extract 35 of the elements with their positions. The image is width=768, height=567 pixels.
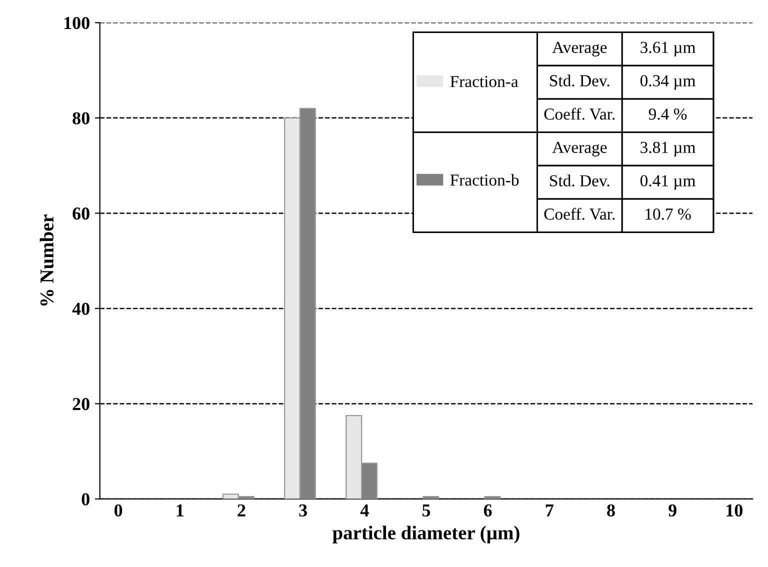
y-tick-label: 60	[72, 207, 90, 220]
y-tick-label: 0	[82, 493, 90, 506]
x-tick-label: 5	[422, 504, 430, 517]
annotation: 0.34 µm	[640, 75, 696, 90]
annotation: 3.61 µm	[640, 42, 696, 56]
x-axis-title: particle diameter (µm)	[332, 526, 520, 544]
x-tick-label: 1	[176, 504, 184, 516]
x-tick-label: 7	[546, 504, 554, 516]
annotation: Average	[552, 42, 607, 56]
y-tick-label: 80	[72, 112, 90, 124]
annotation: Average	[552, 142, 607, 156]
legend-label: Fraction-b	[450, 174, 519, 186]
x-tick-label: 8	[607, 504, 615, 517]
x-tick-label: 6	[484, 504, 492, 517]
bar	[484, 496, 501, 499]
x-tick-label: 4	[360, 504, 369, 516]
y-tick-label: 40	[72, 302, 90, 315]
x-tick-label: 2	[238, 504, 246, 516]
annotation: 9.4 %	[648, 108, 687, 120]
x-tick-label: 0	[114, 504, 122, 517]
annotation: 0.41 µm	[640, 175, 696, 190]
y-tick-label: 20	[72, 398, 90, 410]
y-axis-title: % Number	[40, 214, 54, 306]
annotation: Coeff. Var.	[544, 208, 615, 220]
annotation: 10.7 %	[646, 208, 691, 220]
x-tick-label: 3	[299, 504, 307, 517]
annotation: Std. Dev.	[550, 74, 610, 86]
annotation: 3.81 µm	[640, 142, 696, 156]
y-tick-label: 100	[64, 16, 90, 30]
x-tick-label: 9	[668, 504, 676, 517]
x-tick-label: 10	[726, 504, 743, 517]
legend-label: Fraction-a	[450, 76, 518, 88]
annotation: Coeff. Var.	[544, 108, 615, 120]
bar	[422, 496, 440, 499]
annotation: Std. Dev.	[550, 174, 610, 186]
